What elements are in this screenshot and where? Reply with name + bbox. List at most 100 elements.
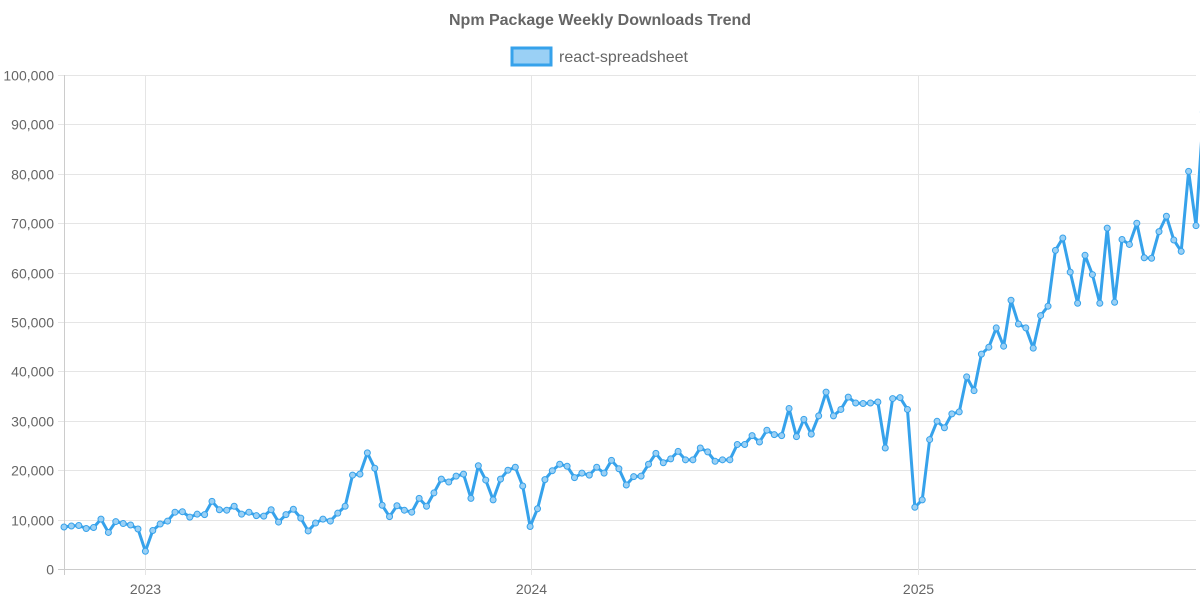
data-point xyxy=(1148,254,1156,262)
data-point xyxy=(903,405,911,413)
y-tick-label: 90,000 xyxy=(11,117,54,133)
data-point xyxy=(770,431,778,439)
y-tick-label: 20,000 xyxy=(11,463,54,479)
data-point xyxy=(829,412,837,420)
series-line xyxy=(62,141,1200,553)
y-tick-label: 0 xyxy=(46,562,54,578)
data-point xyxy=(741,441,749,449)
legend-label[interactable]: react-spreadsheet xyxy=(559,49,689,66)
data-point xyxy=(260,512,268,520)
data-point xyxy=(948,410,956,418)
x-tick-label: 2025 xyxy=(903,581,934,597)
data-point xyxy=(238,510,246,518)
data-point xyxy=(149,526,157,534)
data-point xyxy=(800,415,808,423)
data-point xyxy=(171,508,179,516)
data-point xyxy=(82,524,90,532)
data-point xyxy=(1081,251,1089,259)
data-point xyxy=(430,489,438,497)
data-point xyxy=(230,502,238,510)
data-point xyxy=(1088,271,1096,279)
data-point xyxy=(963,373,971,381)
data-point xyxy=(356,470,364,478)
data-point xyxy=(866,399,874,407)
data-point xyxy=(519,482,527,490)
data-point xyxy=(837,405,845,413)
data-point xyxy=(297,514,305,522)
data-point xyxy=(1059,234,1067,242)
data-point xyxy=(889,395,897,403)
data-point xyxy=(474,462,482,470)
data-point xyxy=(511,463,519,471)
data-point xyxy=(371,464,379,472)
data-point xyxy=(1044,302,1052,310)
data-point xyxy=(585,471,593,479)
data-point xyxy=(97,515,105,523)
data-point xyxy=(859,400,867,408)
data-point xyxy=(1118,236,1126,243)
data-point xyxy=(245,508,253,516)
data-point xyxy=(977,350,985,358)
data-point xyxy=(326,517,334,525)
data-point xyxy=(489,496,497,504)
data-point xyxy=(748,432,756,440)
x-tick-label: 2024 xyxy=(516,581,547,597)
data-point xyxy=(304,527,312,535)
data-point xyxy=(615,465,623,473)
data-point xyxy=(563,462,571,470)
data-point xyxy=(341,502,349,510)
data-point xyxy=(755,438,763,446)
data-point xyxy=(460,470,468,478)
data-point xyxy=(1037,312,1045,320)
legend-swatch[interactable] xyxy=(510,46,553,67)
legend[interactable]: react-spreadsheet xyxy=(510,46,689,67)
data-point xyxy=(608,456,615,464)
data-point xyxy=(578,469,586,477)
data-point xyxy=(696,444,704,452)
data-point xyxy=(593,463,601,471)
data-point xyxy=(252,512,260,520)
data-point xyxy=(785,404,793,412)
data-point xyxy=(482,476,490,484)
data-point xyxy=(674,447,682,455)
data-point xyxy=(667,455,675,463)
data-point xyxy=(556,460,564,468)
data-point xyxy=(400,506,408,514)
data-point xyxy=(408,508,416,516)
data-point xyxy=(645,460,652,468)
data-point xyxy=(437,475,445,483)
data-point xyxy=(534,505,542,513)
data-point xyxy=(630,473,638,481)
data-point xyxy=(733,441,741,449)
data-point xyxy=(119,520,127,528)
data-point xyxy=(164,517,172,525)
data-point xyxy=(881,444,889,452)
data-point xyxy=(378,501,386,509)
data-point xyxy=(1074,299,1082,307)
data-point xyxy=(415,494,423,502)
data-point xyxy=(1170,236,1178,244)
data-point xyxy=(90,524,98,531)
data-point xyxy=(807,430,815,438)
data-point xyxy=(1177,247,1185,255)
data-point xyxy=(689,456,697,464)
data-point xyxy=(985,343,993,351)
data-point xyxy=(926,436,934,444)
data-point xyxy=(1103,224,1111,232)
data-point xyxy=(497,475,505,483)
data-point xyxy=(141,547,149,555)
y-tick-label: 50,000 xyxy=(11,315,54,331)
data-point xyxy=(1192,222,1200,230)
data-point xyxy=(1029,344,1037,352)
data-point xyxy=(718,456,726,464)
data-point xyxy=(1133,219,1141,227)
data-point xyxy=(548,467,556,475)
grid xyxy=(58,75,1196,575)
data-point xyxy=(452,472,460,480)
axes: 0 10,000 20,000 30,000 40,000 50,000 60,000 70,… xyxy=(3,68,934,598)
data-point xyxy=(186,513,194,521)
data-point xyxy=(178,508,186,516)
data-point xyxy=(467,494,475,502)
data-point xyxy=(763,426,771,434)
